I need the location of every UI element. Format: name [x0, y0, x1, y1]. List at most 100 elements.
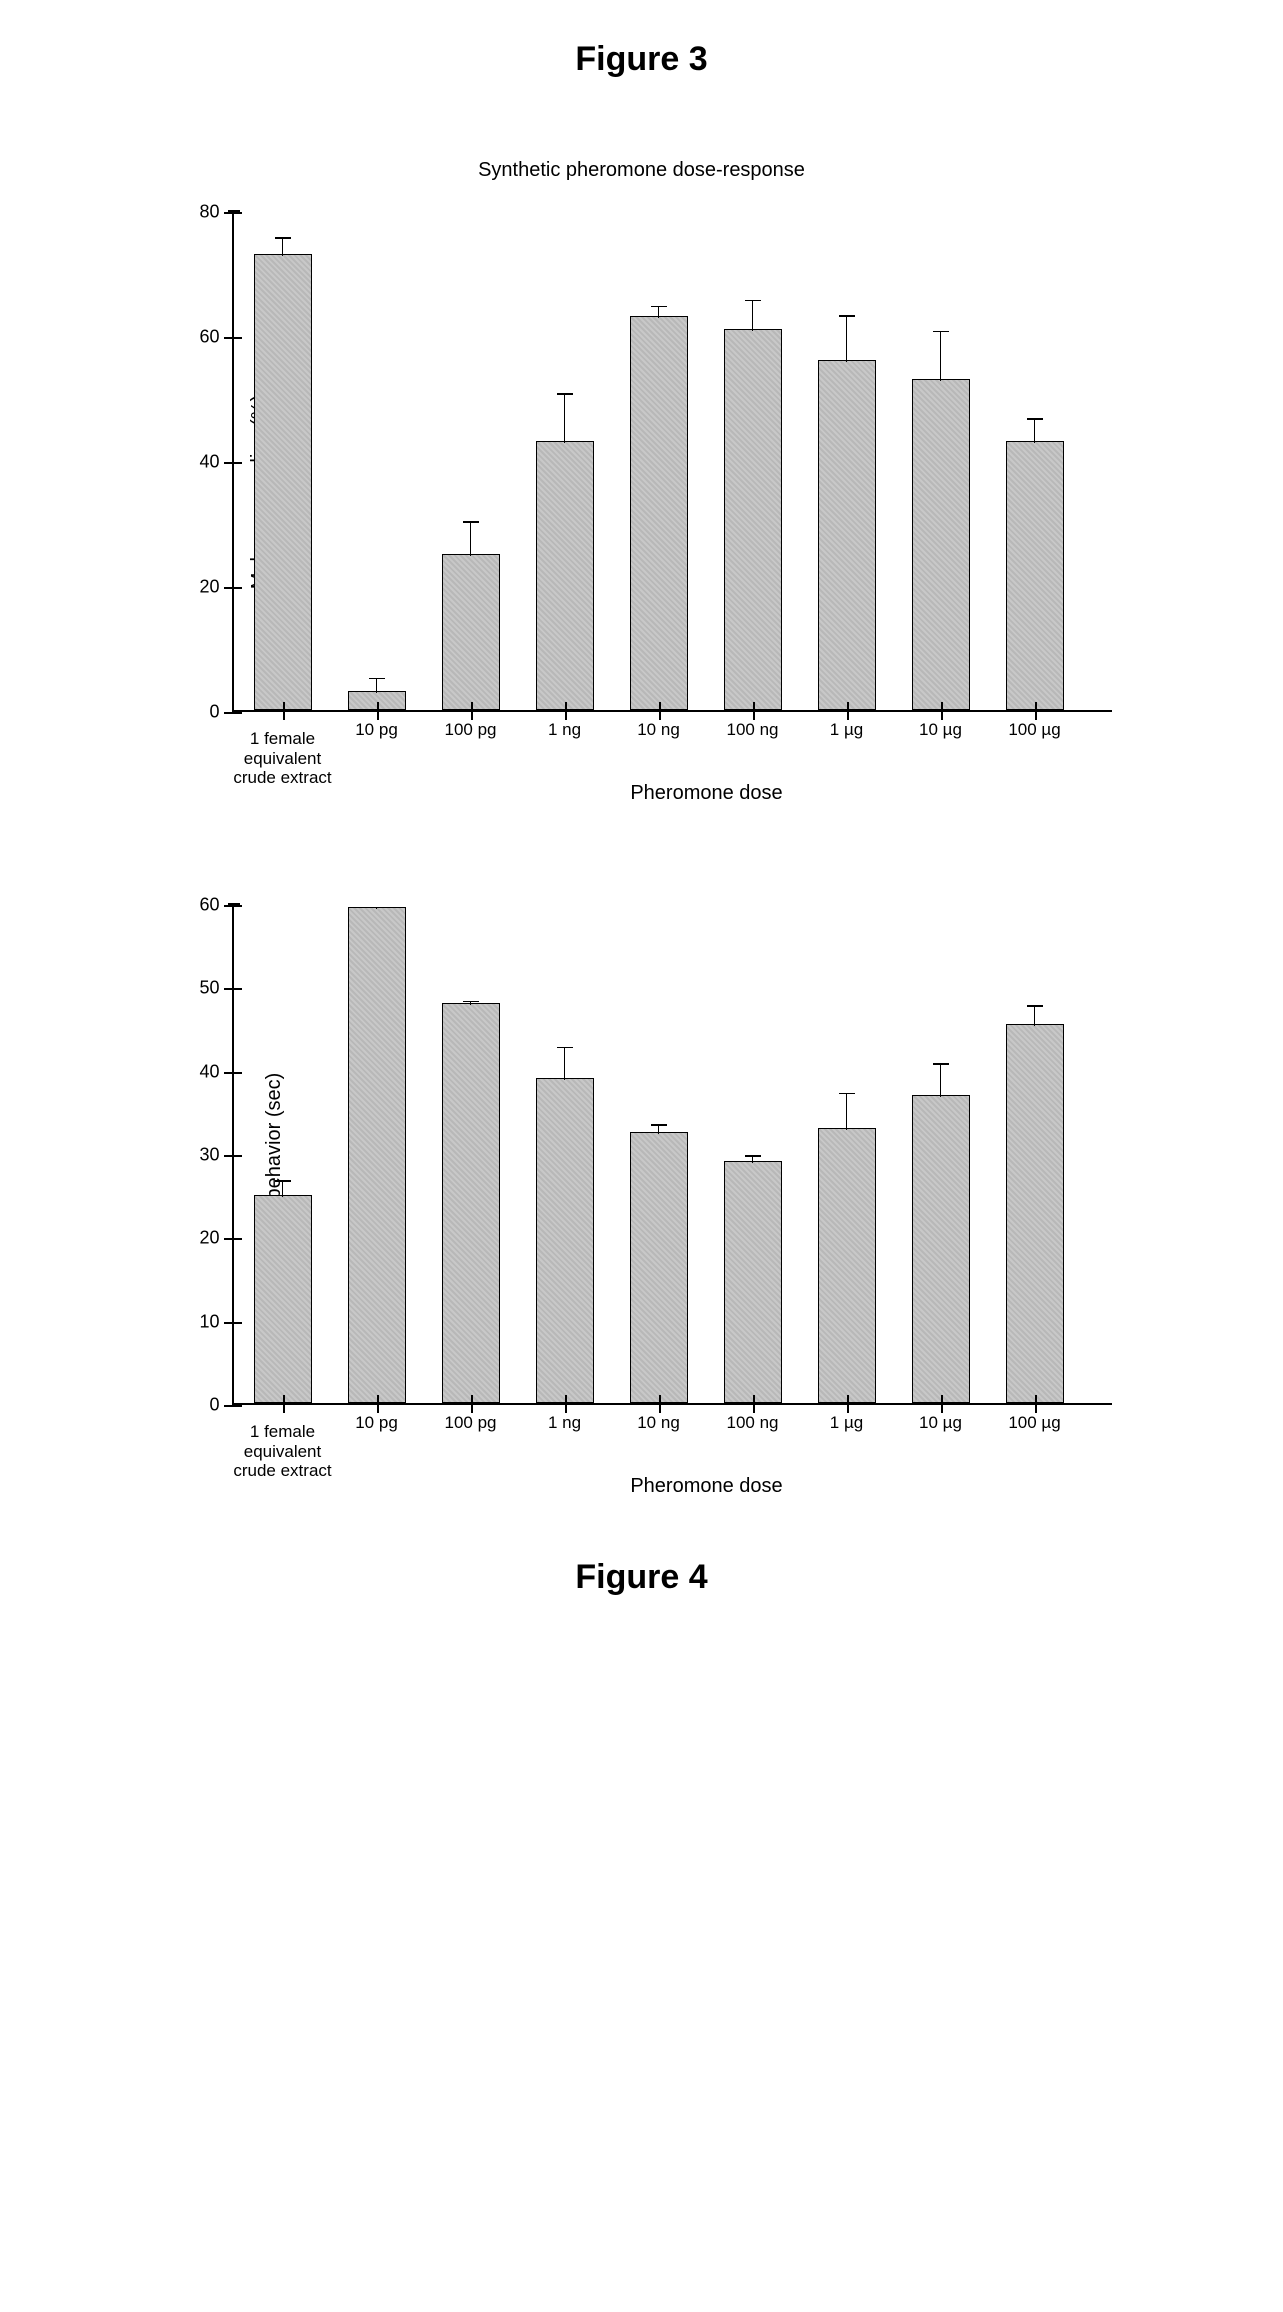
x-tick-label: 10 µg — [919, 720, 962, 740]
x-tick — [471, 1403, 473, 1413]
y-tick-label: 10 — [184, 1311, 220, 1332]
y-tick — [234, 988, 242, 990]
x-tick — [283, 1403, 285, 1413]
error-cap — [369, 678, 385, 680]
y-tick — [224, 1072, 234, 1074]
figure-4-title: Figure 4 — [60, 1558, 1223, 1597]
error-bar — [282, 1180, 284, 1197]
bar — [442, 554, 500, 710]
x-tick — [659, 710, 661, 720]
error-cap — [275, 1180, 291, 1182]
error-cap — [557, 393, 573, 395]
bar — [630, 316, 688, 710]
x-tick — [283, 1395, 285, 1403]
bar — [1006, 441, 1064, 710]
bar — [818, 1128, 876, 1403]
error-bar — [846, 1093, 848, 1131]
error-cap — [463, 521, 479, 523]
y-tick-label: 40 — [184, 452, 220, 473]
y-tick — [234, 1322, 242, 1324]
x-tick — [659, 1395, 661, 1403]
x-tick — [753, 1395, 755, 1403]
x-tick — [659, 702, 661, 710]
bar — [348, 907, 406, 1403]
x-tick — [1035, 702, 1037, 710]
y-tick — [224, 1322, 234, 1324]
x-tick — [377, 710, 379, 720]
x-tick — [753, 1403, 755, 1413]
y-tick — [234, 337, 242, 339]
error-bar — [282, 237, 284, 256]
bar — [254, 1195, 312, 1403]
x-tick — [847, 702, 849, 710]
error-cap — [745, 1155, 761, 1157]
figure-3-title: Figure 3 — [60, 40, 1223, 79]
y-tick-label: 60 — [184, 327, 220, 348]
x-tick-label: 100 µg — [1008, 1413, 1060, 1433]
x-tick — [377, 1403, 379, 1413]
error-bar — [564, 1047, 566, 1080]
x-tick — [1035, 1395, 1037, 1403]
bar — [818, 360, 876, 710]
x-tick-label: 10 pg — [355, 720, 398, 740]
error-cap — [839, 1093, 855, 1095]
bar — [442, 1003, 500, 1403]
y-tick — [224, 587, 234, 589]
bar — [1006, 1024, 1064, 1403]
bar — [724, 1161, 782, 1403]
error-cap — [369, 907, 385, 909]
x-tick — [565, 710, 567, 720]
x-tick — [471, 1395, 473, 1403]
x-tick — [1035, 1403, 1037, 1413]
y-tick — [224, 988, 234, 990]
x-tick — [941, 710, 943, 720]
error-cap — [557, 1047, 573, 1049]
x-tick-label: 100 ng — [727, 720, 779, 740]
bar — [536, 1078, 594, 1403]
y-tick — [224, 712, 234, 714]
y-tick — [234, 1405, 242, 1407]
error-cap — [651, 1124, 667, 1126]
y-tick — [234, 587, 242, 589]
error-bar — [658, 306, 660, 319]
y-tick-label: 20 — [184, 577, 220, 598]
error-cap — [463, 1001, 479, 1003]
x-tick — [565, 1395, 567, 1403]
x-tick-label: 10 pg — [355, 1413, 398, 1433]
bar — [912, 379, 970, 710]
chart-1-x-label: Pheromone dose — [272, 782, 1142, 805]
x-tick — [753, 710, 755, 720]
x-tick — [941, 1403, 943, 1413]
chart-1-title: Synthetic pheromone dose-response — [142, 159, 1142, 182]
y-tick — [234, 1072, 242, 1074]
error-bar — [1034, 1005, 1036, 1026]
axis-cap — [228, 903, 240, 905]
y-tick — [224, 1405, 234, 1407]
y-tick — [224, 1238, 234, 1240]
error-cap — [839, 315, 855, 317]
chart-2-block: Latency of behavior (sec) 01020304050601… — [142, 905, 1142, 1498]
x-tick — [941, 702, 943, 710]
x-tick — [1035, 710, 1037, 720]
x-tick — [753, 702, 755, 710]
y-tick-label: 20 — [184, 1228, 220, 1249]
x-tick — [471, 710, 473, 720]
y-tick — [224, 1155, 234, 1157]
bar — [536, 441, 594, 710]
x-tick — [565, 702, 567, 710]
y-tick-label: 80 — [184, 202, 220, 223]
y-tick-label: 50 — [184, 978, 220, 999]
bar — [912, 1095, 970, 1403]
y-tick — [234, 462, 242, 464]
x-tick — [283, 702, 285, 710]
chart-1-canvas: 0204060801 female equivalent crude extra… — [232, 212, 1112, 712]
error-cap — [651, 306, 667, 308]
chart-2-canvas: 01020304050601 female equivalent crude e… — [232, 905, 1112, 1405]
x-tick-label: 1 ng — [548, 1413, 581, 1433]
x-tick-label: 100 pg — [445, 1413, 497, 1433]
error-cap — [1027, 1005, 1043, 1007]
error-bar — [940, 331, 942, 381]
x-tick-label: 1 µg — [830, 720, 863, 740]
y-tick — [234, 212, 242, 214]
y-tick — [224, 337, 234, 339]
